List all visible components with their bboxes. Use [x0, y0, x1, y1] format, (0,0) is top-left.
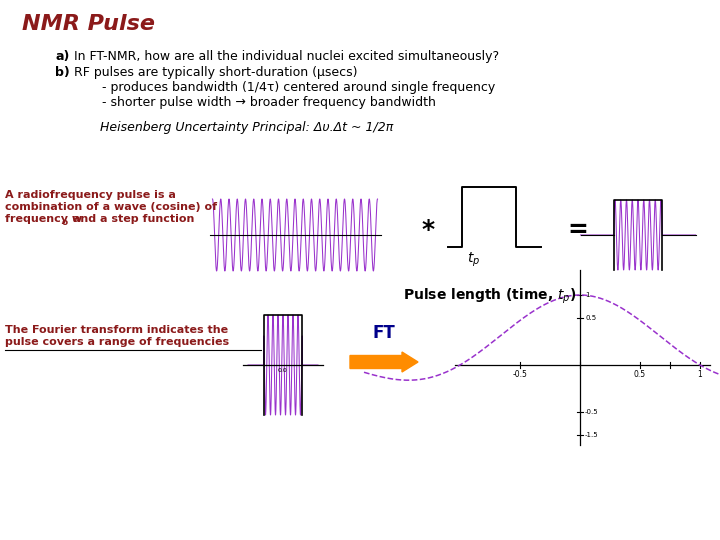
Text: b): b) — [55, 66, 70, 79]
Text: 1: 1 — [698, 370, 703, 379]
Text: o: o — [62, 218, 68, 227]
Text: frequency w: frequency w — [5, 214, 82, 224]
Text: 1: 1 — [585, 292, 590, 298]
Text: - shorter pulse width → broader frequency bandwidth: - shorter pulse width → broader frequenc… — [70, 96, 436, 109]
Text: and a step function: and a step function — [69, 214, 194, 224]
Text: 0.5: 0.5 — [585, 315, 596, 321]
Text: -0.5: -0.5 — [513, 370, 528, 379]
Text: Heisenberg Uncertainty Principal: Δυ.Δt ~ 1/2π: Heisenberg Uncertainty Principal: Δυ.Δt … — [100, 121, 393, 134]
FancyArrow shape — [350, 352, 418, 372]
Text: a): a) — [55, 50, 69, 63]
Text: A radiofrequency pulse is a: A radiofrequency pulse is a — [5, 190, 176, 200]
Text: In FT-NMR, how are all the individual nuclei excited simultaneously?: In FT-NMR, how are all the individual nu… — [70, 50, 499, 63]
Text: FT: FT — [373, 324, 395, 342]
Text: -0.5: -0.5 — [585, 409, 598, 415]
Text: *: * — [421, 218, 435, 242]
Text: 0.0: 0.0 — [278, 368, 288, 373]
Text: $t_p$: $t_p$ — [467, 251, 480, 269]
Text: 0.5: 0.5 — [634, 370, 646, 379]
Text: -1.5: -1.5 — [585, 432, 598, 438]
Text: Pulse length (time, $t_p$): Pulse length (time, $t_p$) — [403, 287, 577, 306]
Text: pulse covers a range of frequencies: pulse covers a range of frequencies — [5, 337, 229, 347]
Text: The Fourier transform indicates the: The Fourier transform indicates the — [5, 325, 228, 335]
Text: combination of a wave (cosine) of: combination of a wave (cosine) of — [5, 202, 217, 212]
Text: RF pulses are typically short-duration (μsecs): RF pulses are typically short-duration (… — [70, 66, 358, 79]
Text: =: = — [567, 218, 588, 242]
Text: - produces bandwidth (1/4τ) centered around single frequency: - produces bandwidth (1/4τ) centered aro… — [70, 81, 495, 94]
Text: NMR Pulse: NMR Pulse — [22, 14, 155, 34]
